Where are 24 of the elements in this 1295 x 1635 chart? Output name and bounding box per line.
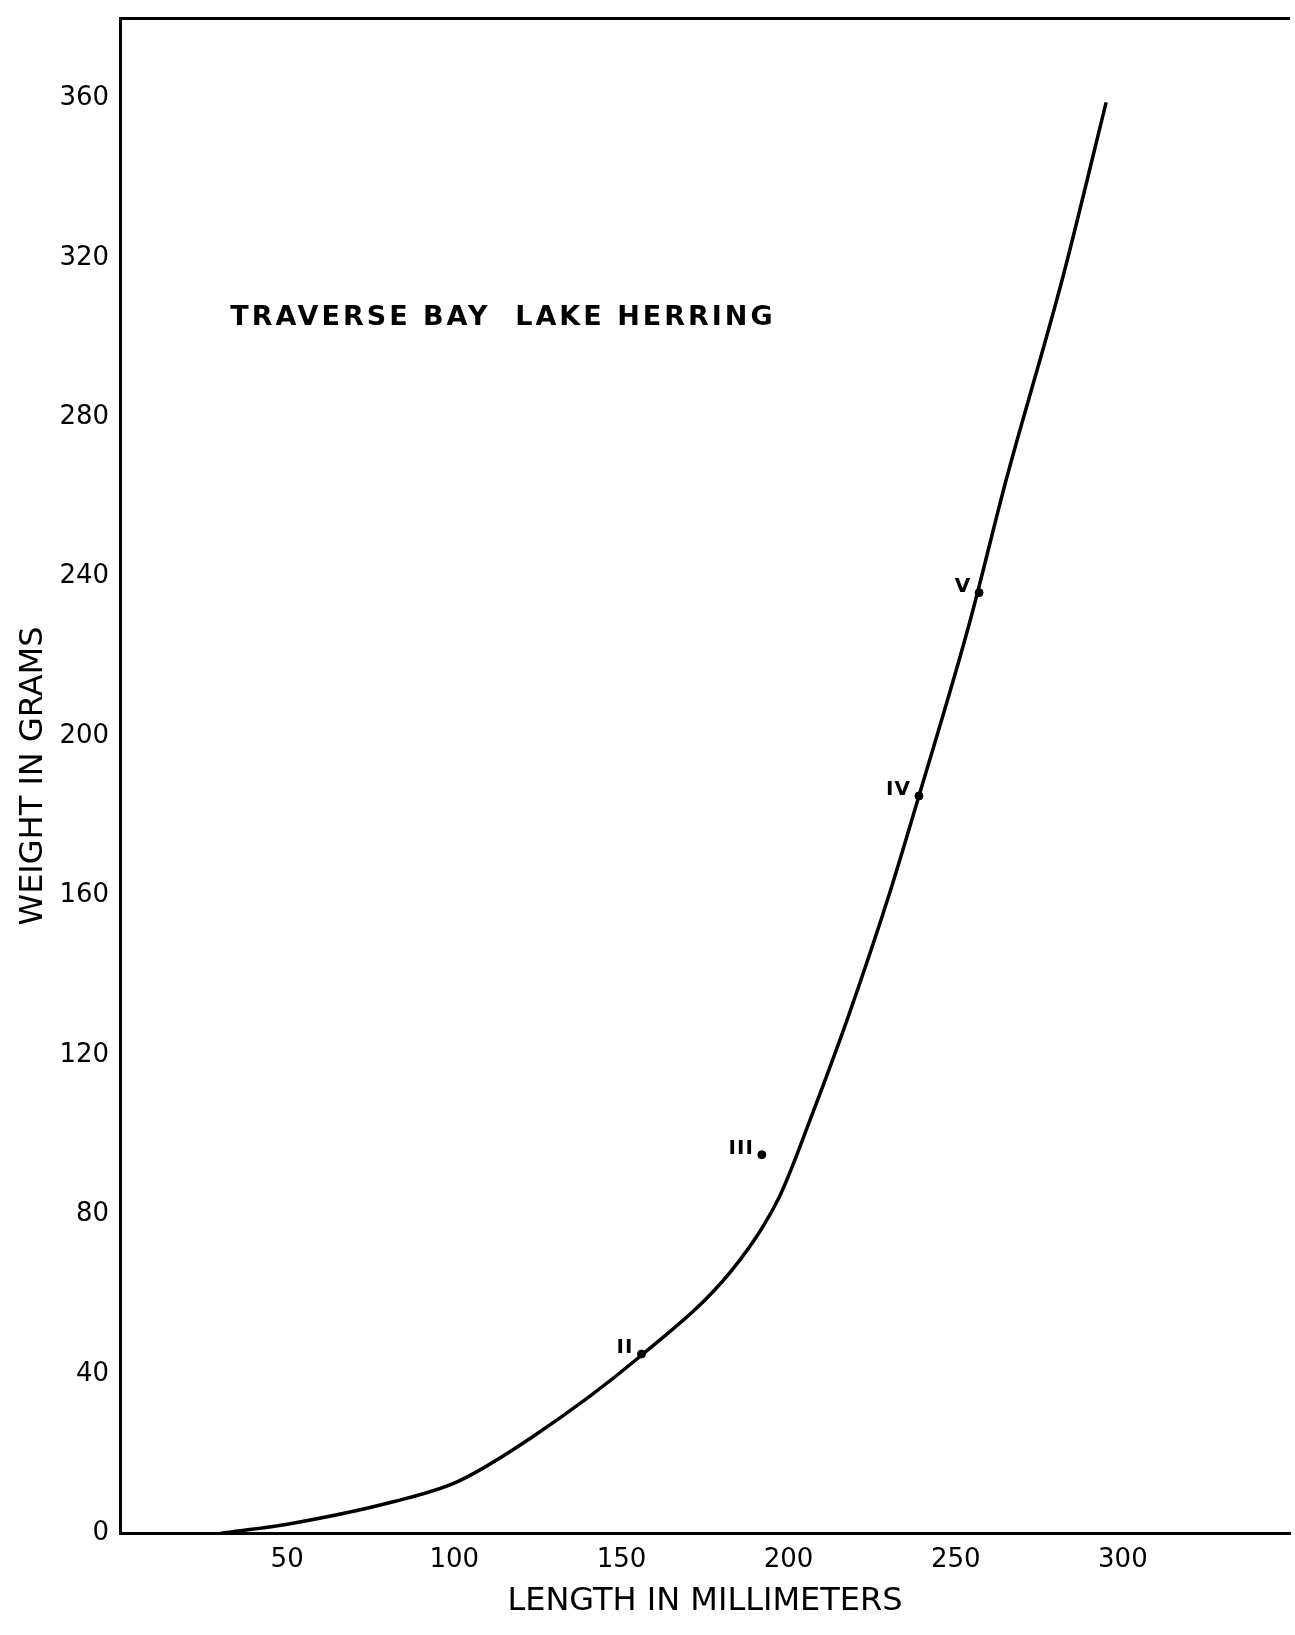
x-axis-title: LENGTH IN MILLIMETERS (507, 1580, 903, 1619)
y-tick-label: 40 (75, 1356, 110, 1387)
y-tick-label: 280 (59, 399, 110, 430)
y-tick-label: 320 (59, 240, 110, 271)
annotation: II (616, 1334, 634, 1359)
x-tick-label: 150 (596, 1542, 647, 1573)
y-tick-label: 0 (92, 1516, 110, 1547)
y-tick-label: 240 (59, 559, 110, 590)
annotation: V (954, 572, 972, 597)
y-tick-label: 360 (59, 81, 110, 112)
y-axis-title: WEIGHT IN GRAMS (11, 626, 50, 926)
x-tick-label: 250 (930, 1542, 981, 1573)
x-tick-label: 100 (429, 1542, 480, 1573)
annotation: TRAVERSE BAY LAKE HERRING (230, 299, 776, 331)
annotation: III (728, 1134, 754, 1159)
y-tick-label: 200 (59, 718, 110, 749)
point (757, 1150, 767, 1160)
x-tick-label: 50 (270, 1542, 304, 1573)
y-tick-label: 80 (75, 1197, 110, 1228)
x-tick-label: 300 (1098, 1542, 1148, 1573)
y-tick-label: 120 (59, 1037, 110, 1068)
x-tick-label: 200 (763, 1542, 814, 1573)
annotation: IV (886, 776, 911, 801)
y-tick-label: 160 (59, 878, 110, 909)
